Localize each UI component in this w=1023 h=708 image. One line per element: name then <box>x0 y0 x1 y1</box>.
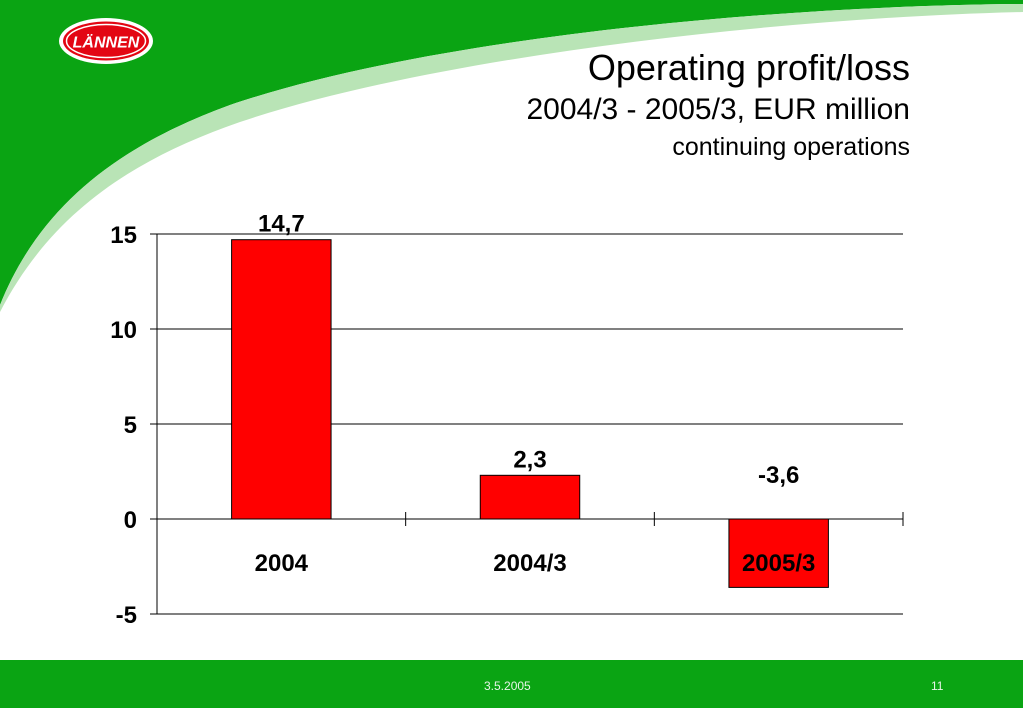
bars <box>231 239 829 588</box>
data-label: 14,7 <box>258 211 305 238</box>
title-block: Operating profit/loss 2004/3 - 2005/3, E… <box>526 46 910 164</box>
x-category-label: 2005/3 <box>742 550 815 577</box>
data-label: 2,3 <box>513 446 546 473</box>
page-number: 11 <box>931 679 944 693</box>
labels: 15 10 5 0 -5 14,7 2004 2,3 2004/3 -3,6 2005/3 <box>110 211 815 629</box>
logo-text: LÄNNEN <box>73 34 140 52</box>
bar-2005/3 <box>728 518 829 588</box>
lannen-logo: LÄNNEN <box>58 17 154 65</box>
bar-2004 <box>231 239 332 520</box>
y-tick-label: 0 <box>124 507 137 534</box>
x-category-label: 2004 <box>255 550 309 577</box>
y-tick-label: -5 <box>116 602 137 629</box>
footer-bar: 3.5.2005 11 <box>0 660 1023 708</box>
y-tick-label: 10 <box>110 317 137 344</box>
y-tick-label: 15 <box>110 222 137 249</box>
axes <box>150 233 904 615</box>
y-tick-label: 5 <box>124 412 137 439</box>
data-label: -3,6 <box>758 462 799 489</box>
chart-subtitle: 2004/3 - 2005/3, EUR million <box>526 93 910 126</box>
bar-2004/3 <box>479 474 581 520</box>
footer-date: 3.5.2005 <box>484 679 531 693</box>
chart-subtitle-secondary: continuing operations <box>672 133 910 161</box>
x-category-label: 2004/3 <box>493 550 566 577</box>
chart-title: Operating profit/loss <box>587 47 910 88</box>
